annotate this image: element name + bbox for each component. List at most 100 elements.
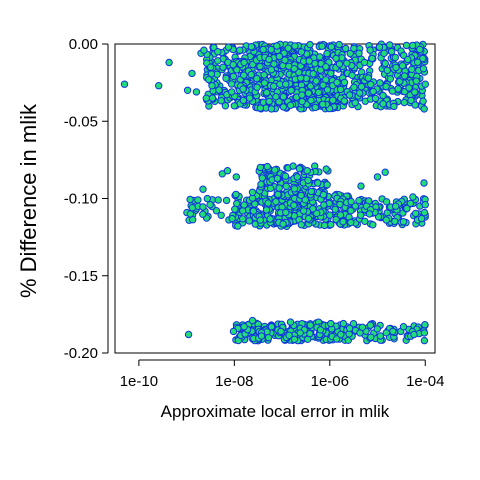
data-point [285,331,293,339]
data-point [194,196,202,204]
data-point [381,168,389,176]
data-point [275,52,284,61]
data-point [329,96,337,104]
data-point [314,179,322,187]
data-point [347,197,355,206]
data-point [389,327,397,336]
data-point [247,70,255,79]
data-point [311,103,319,112]
data-point [371,94,380,103]
data-point [221,102,230,110]
data-point [257,180,265,188]
data-point [367,80,375,89]
data-point [230,102,239,110]
data-point [411,101,419,109]
data-point [264,199,272,207]
data-point [253,83,261,92]
data-point [327,69,335,78]
data-point [272,198,280,206]
data-point [327,43,336,51]
data-point [412,77,420,85]
data-point [414,58,422,66]
data-point [260,71,268,79]
y-tick-label: -0.05 [64,113,98,130]
data-point [348,71,356,80]
data-point [262,206,271,214]
data-point [229,72,238,81]
data-point [351,202,359,210]
data-point [267,105,276,113]
data-point [239,215,247,223]
y-tick-label: -0.10 [64,191,98,208]
data-point [202,94,211,102]
data-point [322,62,330,71]
data-point [224,43,233,51]
data-point [277,327,285,336]
data-point [400,98,408,107]
data-point [342,44,350,53]
data-point [240,201,248,209]
data-point [295,165,304,173]
data-point [188,69,196,78]
data-point [309,70,317,78]
data-point [234,222,242,230]
data-point [304,214,313,223]
data-point [309,205,317,213]
data-point [303,167,311,175]
data-point [246,94,254,102]
data-point [391,53,399,62]
data-point [208,82,216,90]
data-point [248,316,257,325]
data-point [272,93,280,101]
x-tick-label: 1e-10 [120,373,158,390]
data-point [165,58,173,67]
data-point [298,97,306,106]
data-point [421,321,429,329]
data-point [239,96,248,105]
data-point [281,172,290,180]
data-point [219,63,227,71]
data-point [256,163,265,172]
data-point [265,97,273,106]
data-point [290,185,299,193]
data-point [271,166,279,174]
data-point [379,100,387,108]
data-point [392,63,400,72]
data-point [214,57,222,65]
data-point [301,196,309,204]
data-point [223,167,232,175]
x-tick-label: 1e-04 [406,373,444,390]
data-point [248,188,257,197]
data-point [323,181,331,189]
data-point [256,216,264,224]
data-point [260,79,269,87]
data-point [350,44,358,53]
data-point [282,208,290,217]
data-point [336,85,345,94]
data-point [306,329,314,338]
data-point [273,174,282,183]
x-tick-label: 1e-08 [215,373,253,390]
data-point [376,332,385,340]
data-point [318,42,326,50]
data-point [366,46,374,54]
data-point [382,82,390,91]
data-point [120,80,129,88]
data-point [281,56,289,64]
data-point [420,179,428,187]
data-point [386,75,395,83]
data-point [420,336,429,345]
data-point [383,66,391,75]
data-point [355,49,363,57]
data-point [327,220,335,229]
y-tick-label: 0.00 [69,36,98,53]
data-point [214,48,222,56]
data-points [120,40,429,345]
data-point [403,204,411,213]
data-point [381,59,389,68]
data-point [326,211,334,219]
data-point [343,59,351,67]
data-point [206,201,214,209]
data-point [239,85,247,93]
data-point [297,48,306,56]
